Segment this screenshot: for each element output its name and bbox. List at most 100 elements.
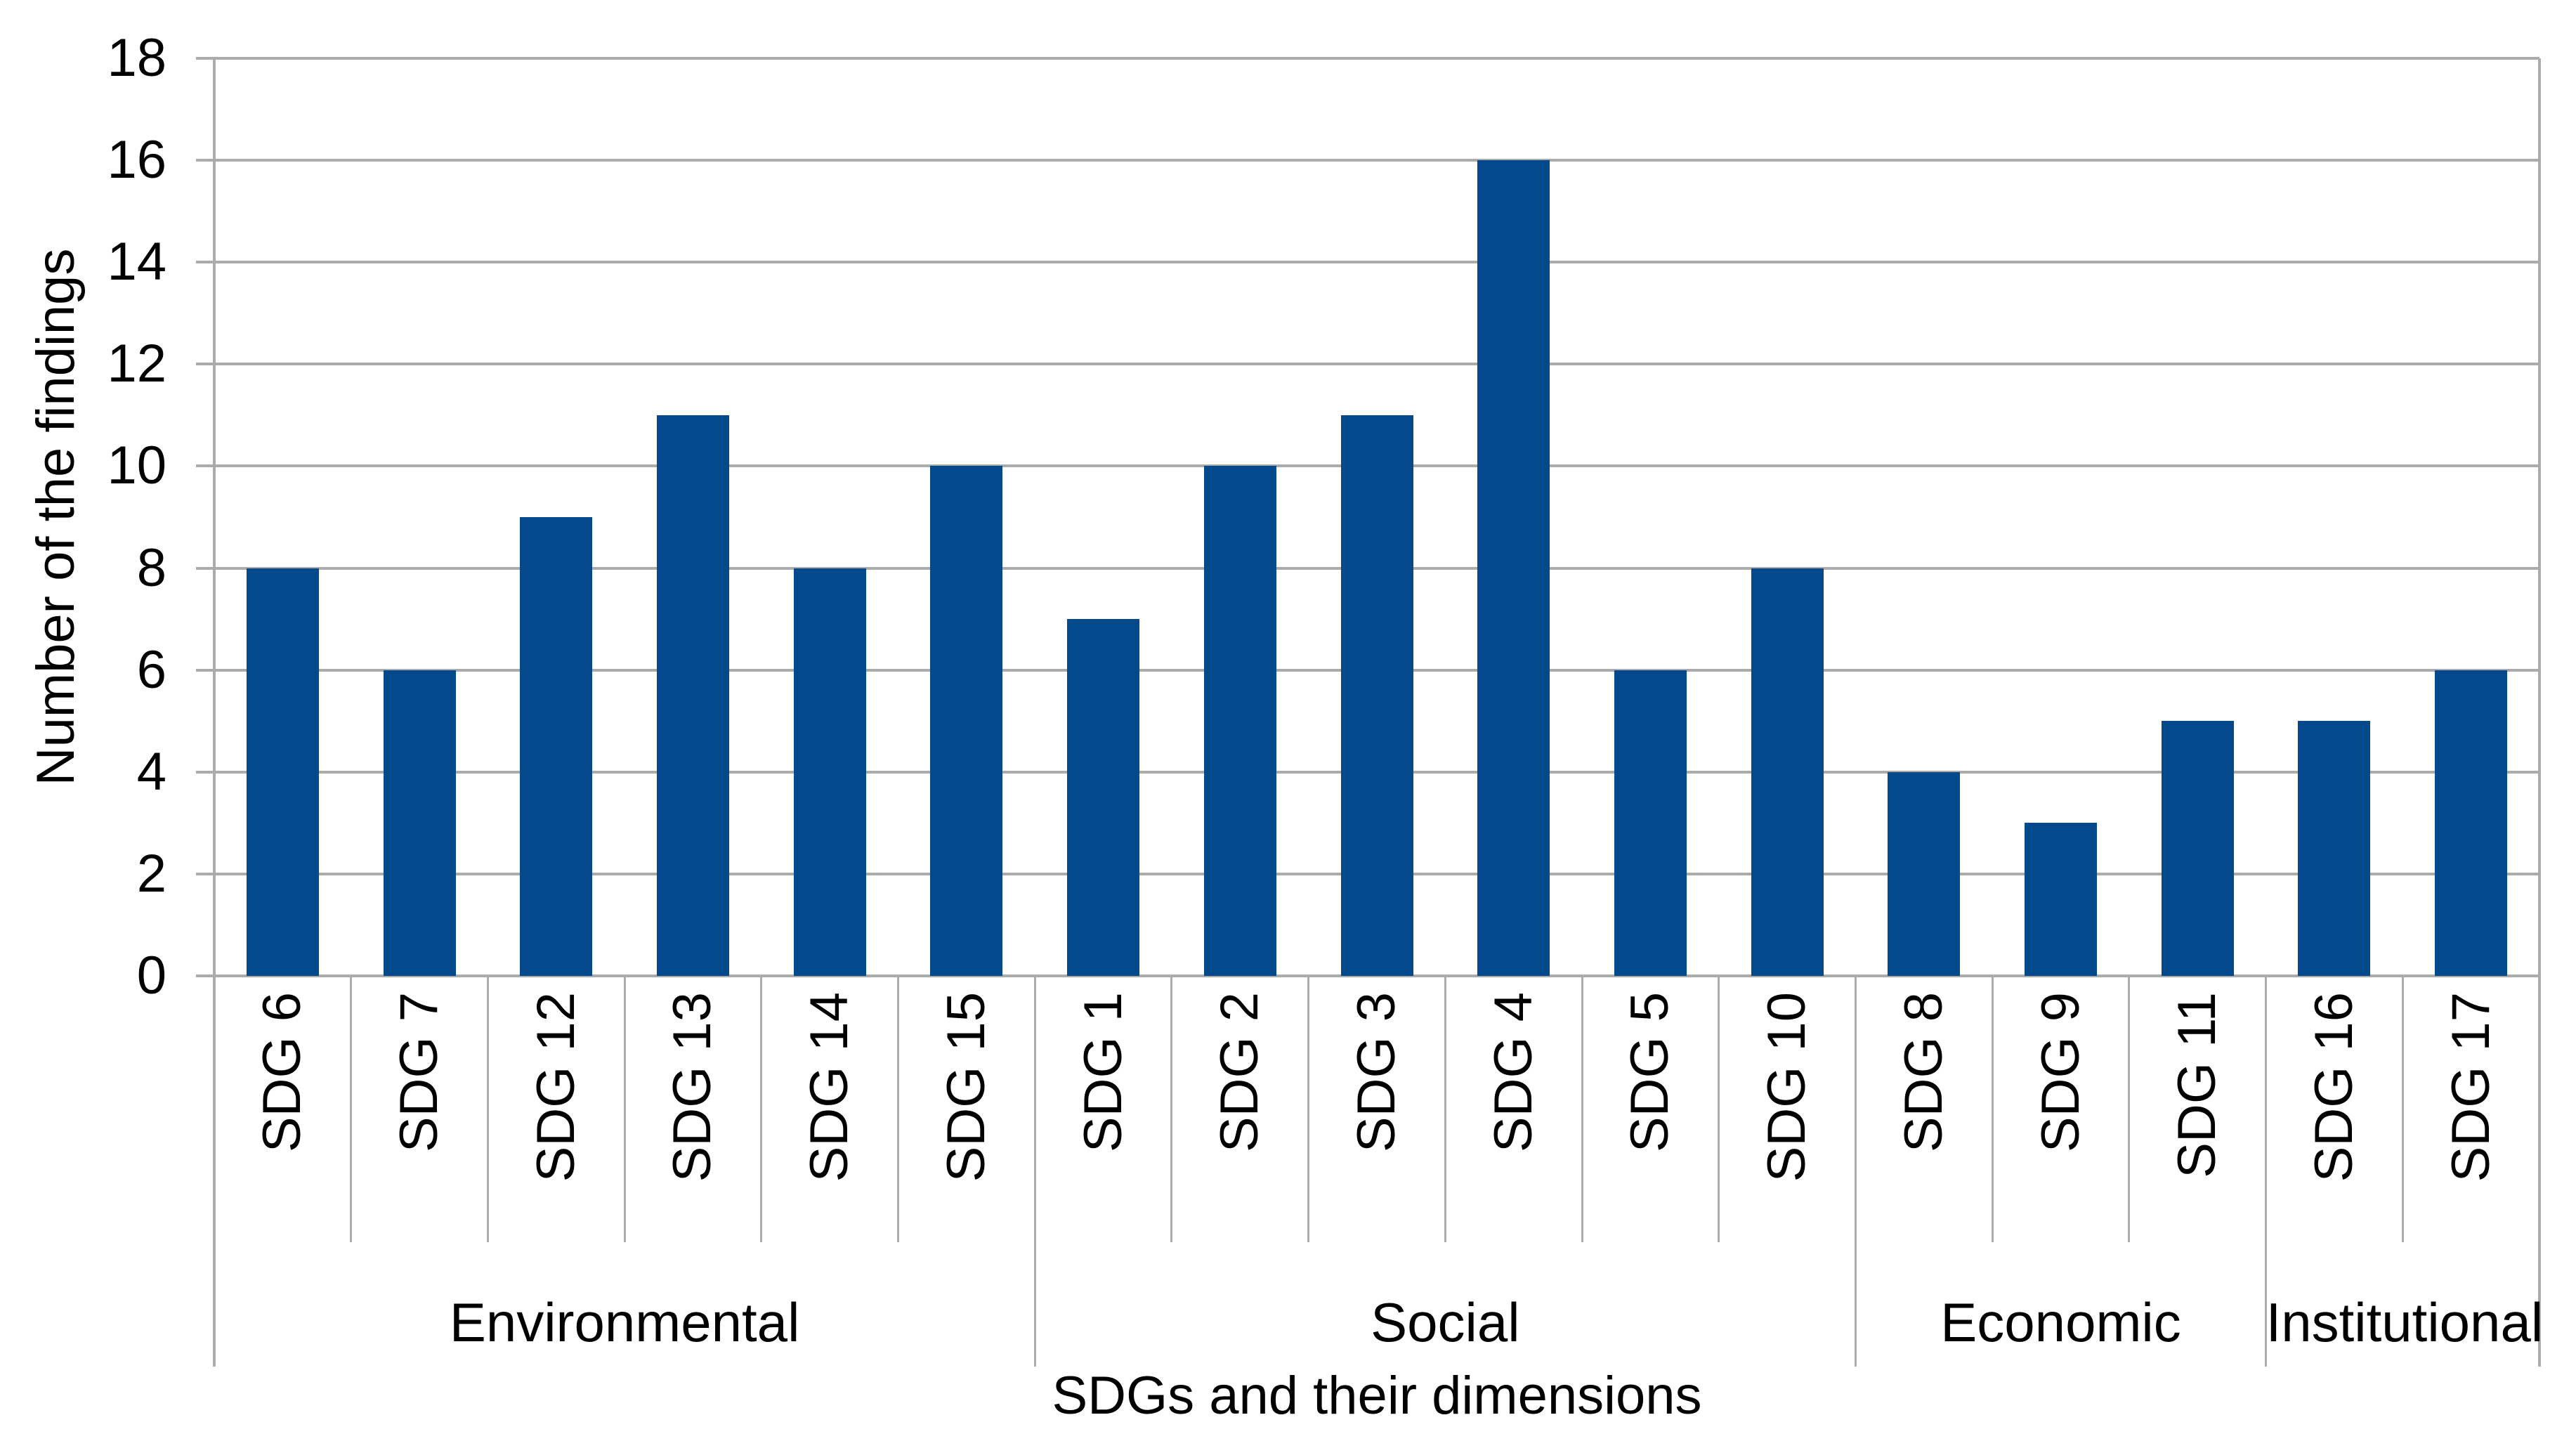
x-tick-label-text: SDG 11 bbox=[2167, 992, 2228, 1178]
y-tick-label: 2 bbox=[136, 843, 166, 904]
y-tick-label: 0 bbox=[136, 946, 166, 1005]
plot-right-border bbox=[2538, 58, 2541, 1367]
y-tick-mark bbox=[196, 566, 214, 570]
category-separator bbox=[897, 976, 900, 1242]
group-label-institutional: Institutional bbox=[2266, 1291, 2544, 1353]
category-separator bbox=[623, 976, 626, 1242]
bar-sdg-5 bbox=[1614, 670, 1687, 976]
bar-sdg-13 bbox=[656, 415, 729, 976]
group-separator bbox=[2265, 976, 2268, 1367]
x-tick-label-text: SDG 12 bbox=[525, 992, 586, 1182]
group-label-economic: Economic bbox=[1940, 1291, 2181, 1353]
category-separator bbox=[1991, 976, 1994, 1242]
x-tick-label-text: SDG 10 bbox=[1757, 992, 1817, 1182]
category-separator bbox=[350, 976, 353, 1242]
bar-sdg-10 bbox=[1751, 568, 1824, 976]
y-axis-title: Number of the findings bbox=[26, 248, 86, 786]
x-tick-label: SDG 15 bbox=[898, 992, 1035, 1242]
y-tick-mark bbox=[196, 975, 214, 977]
x-tick-label: SDG 16 bbox=[2266, 992, 2403, 1242]
y-tick-label: 10 bbox=[107, 436, 166, 496]
x-tick-label-text: SDG 5 bbox=[1620, 992, 1680, 1153]
bar-sdg-16 bbox=[2298, 721, 2371, 976]
bar-sdg-6 bbox=[246, 568, 319, 976]
category-separator bbox=[1444, 976, 1446, 1242]
x-tick-label: SDG 4 bbox=[1445, 992, 1582, 1242]
category-separator bbox=[1581, 976, 1583, 1242]
x-tick-label: SDG 9 bbox=[1992, 992, 2129, 1242]
bar-sdg-15 bbox=[930, 466, 1003, 976]
y-tick-label: 12 bbox=[107, 334, 166, 394]
x-tick-label-text: SDG 8 bbox=[1893, 992, 1954, 1153]
category-separator bbox=[1307, 976, 1310, 1242]
y-tick-label: 4 bbox=[136, 741, 166, 802]
y-axis-line bbox=[213, 58, 216, 1367]
y-tick-label: 6 bbox=[136, 639, 166, 700]
x-tick-label: SDG 5 bbox=[1582, 992, 1719, 1242]
bar-sdg-9 bbox=[2025, 823, 2098, 976]
y-tick-mark bbox=[196, 363, 214, 366]
gridline bbox=[214, 57, 2539, 60]
x-tick-label: SDG 17 bbox=[2402, 992, 2539, 1242]
x-tick-label: SDG 7 bbox=[351, 992, 488, 1242]
bar-sdg-14 bbox=[793, 568, 866, 976]
category-separator bbox=[2401, 976, 2404, 1242]
gridline bbox=[214, 363, 2539, 366]
x-tick-label-text: SDG 14 bbox=[799, 992, 860, 1182]
x-tick-label-text: SDG 9 bbox=[2030, 992, 2091, 1153]
x-tick-label: SDG 12 bbox=[488, 992, 625, 1242]
y-tick-mark bbox=[196, 872, 214, 875]
category-separator bbox=[1170, 976, 1173, 1242]
x-tick-label-text: SDG 17 bbox=[2440, 992, 2501, 1182]
x-tick-label: SDG 8 bbox=[1855, 992, 1992, 1242]
category-separator bbox=[2128, 976, 2131, 1242]
y-tick-label: 18 bbox=[107, 28, 166, 88]
group-label-social: Social bbox=[1371, 1291, 1520, 1353]
x-tick-label-text: SDG 1 bbox=[1073, 992, 1133, 1153]
category-separator bbox=[1718, 976, 1720, 1242]
y-tick-mark bbox=[196, 57, 214, 60]
x-tick-label: SDG 10 bbox=[1719, 992, 1856, 1242]
x-tick-label: SDG 2 bbox=[1172, 992, 1309, 1242]
y-tick-label: 14 bbox=[107, 232, 166, 292]
category-separator bbox=[486, 976, 489, 1242]
y-tick-mark bbox=[196, 668, 214, 672]
x-tick-label-text: SDG 16 bbox=[2303, 992, 2364, 1182]
x-axis-line bbox=[214, 975, 2539, 977]
bar-sdg-7 bbox=[383, 670, 456, 976]
gridline bbox=[214, 261, 2539, 264]
bar-sdg-12 bbox=[520, 517, 593, 976]
x-tick-label: SDG 1 bbox=[1035, 992, 1172, 1242]
group-separator bbox=[1854, 976, 1857, 1367]
x-tick-label: SDG 6 bbox=[214, 992, 351, 1242]
y-tick-mark bbox=[196, 464, 214, 468]
x-tick-label: SDG 3 bbox=[1309, 992, 1446, 1242]
y-tick-mark bbox=[196, 770, 214, 774]
gridline bbox=[214, 159, 2539, 162]
x-tick-label: SDG 14 bbox=[761, 992, 898, 1242]
bar-sdg-2 bbox=[1203, 466, 1276, 976]
x-tick-label: SDG 13 bbox=[625, 992, 761, 1242]
x-tick-label-text: SDG 13 bbox=[662, 992, 723, 1182]
x-tick-label-text: SDG 7 bbox=[389, 992, 450, 1153]
bar-sdg-3 bbox=[1340, 415, 1413, 976]
x-tick-label-text: SDG 4 bbox=[1483, 992, 1543, 1153]
x-tick-label-text: SDG 2 bbox=[1210, 992, 1270, 1153]
x-tick-label-text: SDG 3 bbox=[1346, 992, 1406, 1153]
x-tick-label: SDG 11 bbox=[2129, 992, 2266, 1242]
y-tick-mark bbox=[196, 159, 214, 162]
bar-sdg-8 bbox=[1888, 771, 1961, 976]
bar-sdg-17 bbox=[2435, 670, 2508, 976]
group-label-environmental: Environmental bbox=[449, 1291, 800, 1353]
bar-sdg-1 bbox=[1067, 619, 1140, 976]
category-separator bbox=[760, 976, 763, 1242]
x-tick-label-text: SDG 15 bbox=[936, 992, 996, 1182]
x-tick-label-text: SDG 6 bbox=[252, 992, 313, 1153]
y-tick-mark bbox=[196, 261, 214, 264]
y-tick-label: 16 bbox=[107, 130, 166, 190]
bar-sdg-11 bbox=[2161, 721, 2234, 976]
y-tick-label: 8 bbox=[136, 537, 166, 598]
x-axis-title: SDGs and their dimensions bbox=[1052, 1366, 1702, 1426]
group-separator bbox=[1033, 976, 1036, 1367]
